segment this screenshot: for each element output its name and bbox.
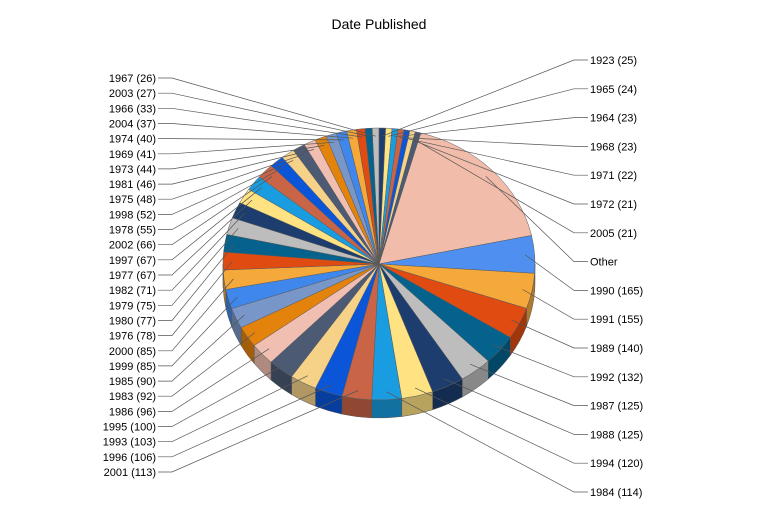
slice-label: 1983 (92) [109,391,156,403]
leader-line [158,314,245,382]
leader-line [158,141,335,155]
leader-line [158,160,294,215]
slice-label: Other [590,257,618,269]
slice-labels: 1923 (25) 1965 (24) 1964 (23) 1968 (23) 1971… [103,55,643,499]
slice-label: 1973 (44) [109,164,156,176]
slice-label: 2003 (27) [109,88,156,100]
leader-line [158,138,344,141]
slice-label: 1990 (165) [590,285,643,297]
leader-line [158,154,304,200]
leader-line [158,77,376,137]
leader-line [158,260,233,336]
slice-label: 1972 (21) [590,199,637,211]
slice-label: 1989 (140) [590,343,643,355]
chart-title: Date Published [331,16,427,32]
slice-label: 1980 (77) [109,315,156,327]
slice-label: 1998 (52) [109,209,156,221]
slice-label: 1985 (90) [109,376,156,388]
slice-label: 1979 (75) [109,300,156,312]
leader-line [414,387,588,464]
slice-label: 1967 (26) [109,73,156,85]
leader-line [158,123,354,139]
slice-label: 1992 (132) [590,372,643,384]
slice-label: 1976 (78) [109,331,156,343]
leader-line [394,117,588,138]
slice-label: 1964 (23) [590,113,637,125]
slice-label: 1994 (120) [590,458,643,470]
leader-line [415,139,588,234]
leader-line [158,149,314,185]
slice-label: 1923 (25) [590,55,637,67]
leader-line [492,344,588,378]
slice-label: 2001 (113) [104,467,156,479]
slice-label: 1988 (125) [590,429,643,441]
slice-label: 1997 (67) [109,255,156,267]
slice-label: 1966 (33) [109,103,156,115]
pie-sides [222,263,536,419]
slice-label: 1977 (67) [109,270,156,282]
slice-label: 1978 (55) [109,225,156,237]
leader-line [158,244,235,321]
leader-line [158,199,253,276]
leader-line [158,278,234,352]
leader-line [410,138,588,205]
slice-label: 1982 (71) [109,285,156,297]
leader-line [399,137,588,147]
leader-line [158,363,287,427]
slice-label: 1974 (40) [109,134,156,146]
leader-line [388,88,588,137]
slice-label: 1971 (22) [590,170,637,182]
leader-line [158,390,359,473]
slice-label: 1993 (103) [103,437,156,449]
leader-line [158,176,273,246]
leader-line [158,213,245,291]
pie-slice [378,131,422,265]
leader-line [485,176,588,262]
slice-label: 2002 (66) [109,240,156,252]
slice-label: 1996 (106) [103,452,156,464]
slice-label: 2004 (37) [109,118,156,130]
leader-line [158,228,239,306]
leader-line [522,289,588,320]
slice-label: 1987 (125) [590,401,643,413]
leader-line [525,254,588,291]
slice-label: 1969 (41) [109,149,156,161]
slice-label: 2000 (85) [109,346,156,358]
leader-line [158,187,262,261]
slice-label: 1991 (155) [590,314,643,326]
leader-line [386,391,588,493]
leader-line [158,92,370,137]
slice-label: 1986 (96) [109,406,156,418]
slice-label: 1968 (23) [590,141,637,153]
slice-label: 1981 (46) [109,179,156,191]
leader-lines [158,59,588,493]
leader-line [469,363,588,406]
pie-top [222,127,536,401]
leader-line [158,348,270,412]
pie-slice [378,132,532,265]
leader-line [382,59,588,137]
slice-label: 2005 (21) [590,228,637,240]
leader-line [158,145,325,170]
leader-line [510,319,588,349]
leader-line [158,167,283,230]
slice-label: 1975 (48) [109,194,156,206]
leader-line [158,296,238,367]
leader-line [158,384,332,458]
leader-line [158,332,256,397]
slice-label: 1965 (24) [590,84,637,96]
slice-label: 1984 (114) [590,487,642,499]
leader-line [158,375,308,443]
leader-line [443,378,588,435]
slice-label: 1999 (85) [109,361,156,373]
pie-slice-side [371,398,403,419]
slice-label: 1995 (100) [103,422,156,434]
leader-line [158,107,362,138]
leader-line [405,137,588,176]
